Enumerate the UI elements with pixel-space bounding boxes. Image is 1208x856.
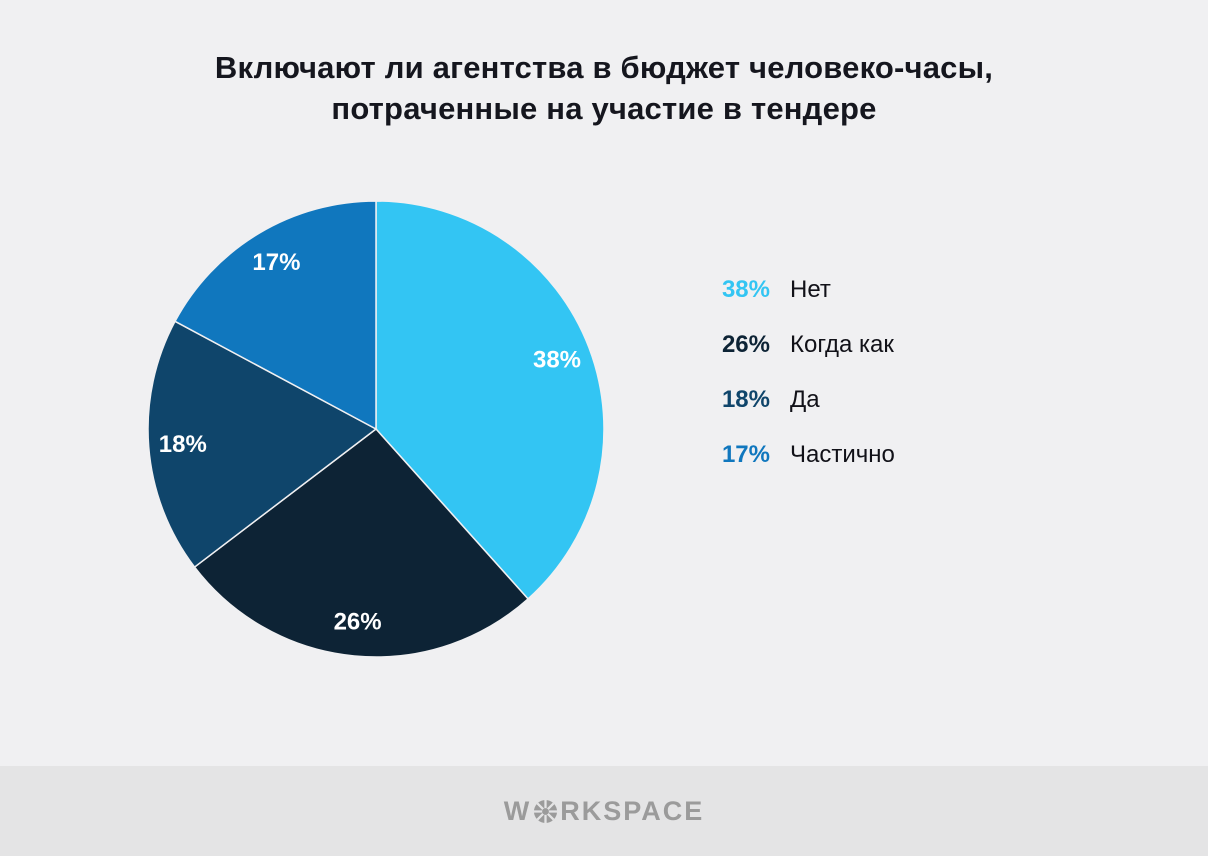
pie-slice-label-3: 17% <box>252 249 300 276</box>
pie-slice-label-1: 26% <box>334 608 382 635</box>
pie-slice-2 <box>147 320 378 569</box>
legend-label-2: Да <box>790 385 820 413</box>
workspace-logo-text-w: W <box>503 795 532 826</box>
workspace-wheel-icon <box>533 799 558 824</box>
pie-slice-label-2: 18% <box>159 431 207 458</box>
workspace-logo-text-rest: RKSPACE <box>560 795 705 826</box>
legend-percent-0: 38% <box>721 275 770 303</box>
legend-item-0: 38% Нет <box>700 262 895 317</box>
legend-label-3: Частично <box>790 440 895 468</box>
pie-slice-0 <box>375 200 605 600</box>
pie-chart-area: 38% 26% 18% 17% <box>145 198 607 660</box>
chart-title: Включают ли агентства в бюджет человеко-… <box>0 47 1208 129</box>
legend-item-2: 18% Да <box>700 372 895 427</box>
legend-percent-2: 18% <box>721 385 770 413</box>
chart-title-line2: потраченные на участие в тендере <box>331 91 877 126</box>
chart-legend: 38% Нет 26% Когда как 18% Да 17% Частично <box>700 262 895 482</box>
legend-percent-1: 26% <box>721 330 770 358</box>
chart-title-line1: Включают ли агентства в бюджет человеко-… <box>214 50 994 85</box>
pie-chart: 38% 26% 18% 17% <box>147 200 605 658</box>
pie-slice-3 <box>174 200 377 431</box>
footer-bar: W RKSPACE <box>0 766 1208 856</box>
legend-label-0: Нет <box>790 275 831 303</box>
pie-slice-label-0: 38% <box>533 346 581 373</box>
pie-slice-1 <box>193 427 530 658</box>
legend-label-1: Когда как <box>790 330 894 358</box>
legend-item-1: 26% Когда как <box>700 317 895 372</box>
legend-percent-3: 17% <box>721 440 770 468</box>
workspace-logo: W RKSPACE <box>504 796 705 827</box>
legend-item-3: 17% Частично <box>700 427 895 482</box>
